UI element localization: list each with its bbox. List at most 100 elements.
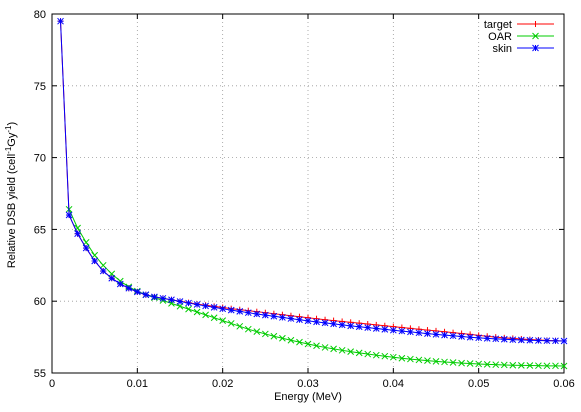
y-tick-label: 75 — [34, 81, 46, 93]
data-point-skin — [364, 324, 372, 331]
data-point-skin — [270, 312, 278, 320]
data-point-OAR — [535, 362, 542, 370]
data-point-OAR — [398, 354, 406, 362]
data-point-OAR — [517, 362, 525, 369]
data-point-skin — [279, 314, 286, 321]
data-point-OAR — [202, 311, 209, 319]
data-point-skin — [296, 316, 303, 324]
data-point-OAR — [407, 355, 414, 363]
x-tick-label: 0 — [49, 378, 55, 390]
data-point-OAR — [227, 320, 235, 327]
data-point-OAR — [321, 344, 329, 351]
data-point-skin — [287, 315, 295, 322]
data-point-skin — [82, 244, 90, 252]
data-point-OAR — [210, 314, 218, 322]
data-point-skin — [74, 230, 81, 238]
data-point-skin — [398, 327, 406, 335]
data-point-skin — [151, 293, 158, 301]
data-point-skin — [236, 308, 244, 315]
data-point-OAR — [185, 305, 192, 313]
data-point-skin — [244, 309, 252, 317]
data-point-skin — [227, 306, 235, 314]
data-point-skin — [159, 294, 167, 302]
data-point-OAR — [355, 349, 363, 357]
data-point-skin — [57, 17, 64, 25]
data-point-skin — [475, 334, 483, 342]
x-tick-label: 0.02 — [212, 378, 233, 390]
data-point-skin — [415, 329, 423, 337]
data-point-skin — [552, 337, 559, 345]
data-point-skin — [219, 305, 227, 313]
data-point-skin — [355, 323, 363, 331]
data-point-OAR — [483, 361, 491, 368]
data-point-skin — [185, 299, 192, 307]
data-point-skin — [176, 298, 184, 305]
data-point-skin — [99, 267, 107, 275]
data-point-OAR — [475, 360, 483, 368]
data-point-skin — [424, 330, 431, 338]
y-tick-label: 70 — [34, 153, 46, 165]
data-point-OAR — [193, 308, 201, 316]
data-point-OAR — [424, 357, 431, 365]
series-line-OAR — [68, 209, 565, 367]
data-point-skin — [133, 288, 141, 296]
data-point-OAR — [449, 359, 457, 366]
data-point-skin — [407, 328, 414, 336]
series-target — [57, 18, 567, 344]
x-tick-label: 0.03 — [297, 378, 318, 390]
data-point-OAR — [253, 328, 261, 335]
data-point-skin — [65, 211, 73, 219]
data-point-skin — [526, 336, 534, 344]
y-axis-label: Relative DSB yield (cell-1Gy-1) — [4, 122, 18, 268]
data-point-skin — [142, 291, 150, 299]
data-point-skin — [210, 304, 218, 311]
data-point-OAR — [552, 362, 559, 370]
data-point-skin — [449, 332, 457, 340]
data-point-skin — [321, 319, 329, 327]
legend-label-OAR: OAR — [488, 31, 512, 43]
data-point-OAR — [330, 345, 337, 353]
data-point-skin — [441, 331, 448, 339]
data-point-OAR — [296, 338, 303, 346]
data-point-OAR — [560, 362, 568, 370]
data-point-skin — [261, 311, 269, 319]
data-point-skin — [313, 318, 320, 326]
data-point-skin — [458, 333, 465, 340]
data-point-skin — [125, 284, 133, 292]
data-point-skin — [483, 335, 491, 342]
data-point-OAR — [458, 359, 465, 367]
data-point-OAR — [526, 362, 534, 369]
data-point-OAR — [441, 358, 448, 366]
data-point-skin — [432, 331, 440, 338]
data-point-OAR — [492, 361, 500, 369]
data-point-skin — [381, 325, 389, 333]
data-point-skin — [492, 335, 500, 343]
data-point-OAR — [372, 351, 380, 359]
data-point-skin — [347, 322, 355, 330]
data-point-OAR — [381, 352, 389, 360]
legend-label-skin: skin — [492, 43, 512, 55]
y-tick-label: 65 — [34, 224, 46, 236]
x-tick-label: 0.04 — [383, 378, 404, 390]
legend-marker-skin — [532, 44, 539, 52]
data-point-skin — [560, 337, 568, 345]
data-point-OAR — [364, 350, 372, 358]
x-tick-label: 0.05 — [468, 378, 489, 390]
x-axis-label: Energy (MeV) — [274, 391, 342, 403]
data-point-skin — [517, 336, 525, 344]
legend-marker-OAR — [532, 32, 539, 40]
data-point-OAR — [509, 361, 517, 369]
x-tick-label: 0.01 — [127, 378, 148, 390]
y-tick-label: 55 — [34, 368, 46, 380]
data-point-skin — [500, 335, 508, 343]
data-point-skin — [193, 301, 201, 308]
data-point-OAR — [432, 358, 440, 365]
data-point-skin — [509, 336, 517, 344]
data-point-OAR — [415, 356, 423, 364]
data-point-skin — [389, 326, 397, 334]
data-point-skin — [330, 320, 337, 328]
axis-ticks: 0 0.01 0.02 0.03 0.04 0.05 0.06 55 60 65 70 75 80 — [34, 9, 575, 390]
data-point-skin — [372, 325, 380, 332]
data-point-OAR — [99, 261, 107, 269]
